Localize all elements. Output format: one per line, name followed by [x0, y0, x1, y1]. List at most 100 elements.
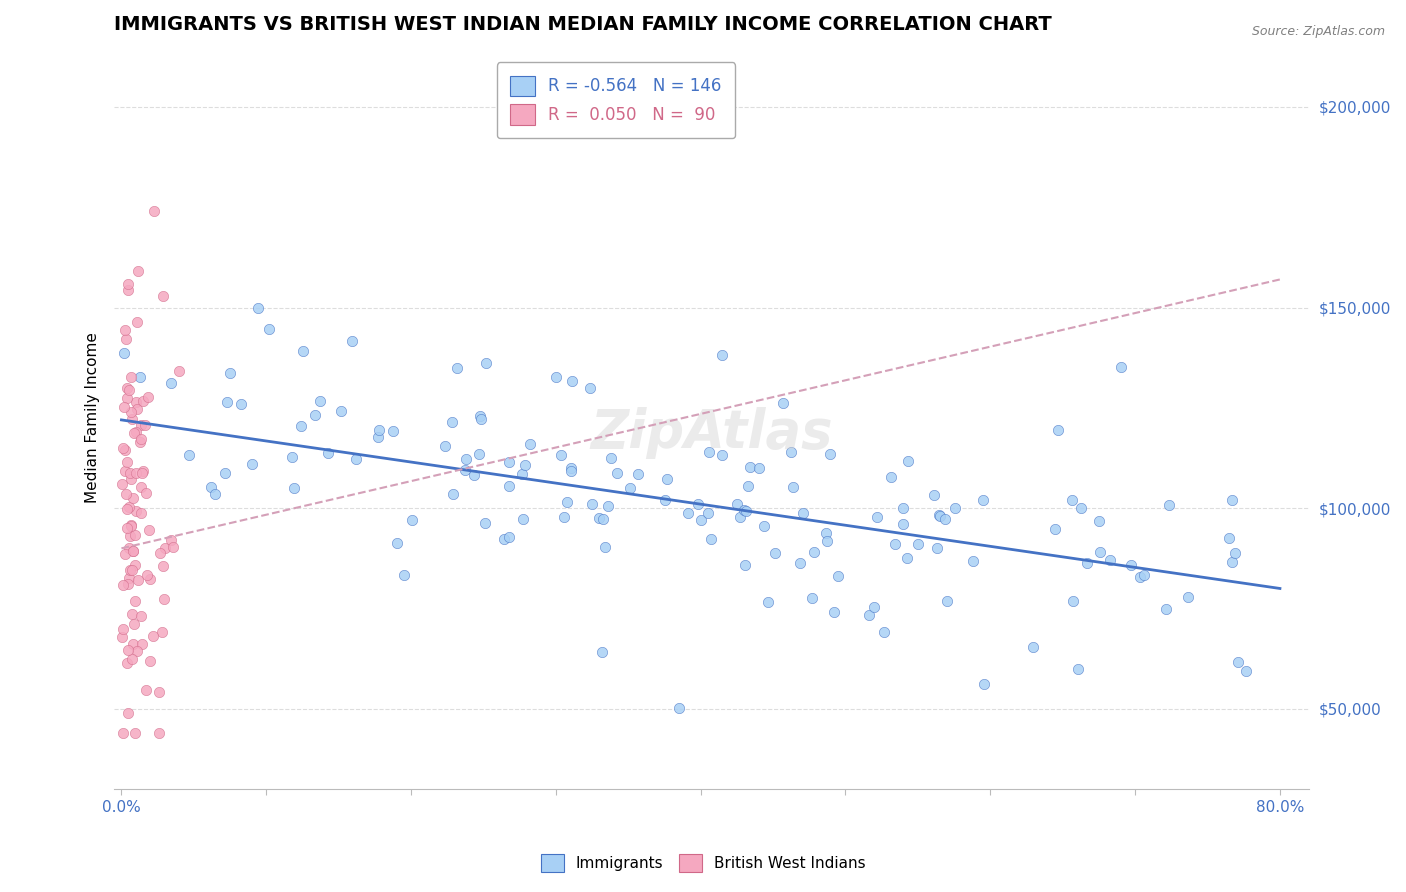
Point	[304, 408, 326, 422]
Point	[131, 464, 153, 478]
Point	[1223, 546, 1246, 560]
Point	[553, 509, 575, 524]
Point	[907, 537, 929, 551]
Point	[125, 467, 148, 481]
Point	[592, 511, 614, 525]
Point	[117, 706, 139, 721]
Point	[725, 497, 748, 511]
Point	[884, 537, 907, 551]
Point	[1226, 655, 1249, 669]
Point	[118, 563, 141, 577]
Point	[891, 500, 914, 515]
Legend: Immigrants, British West Indians: Immigrants, British West Indians	[533, 846, 873, 880]
Point	[446, 361, 468, 376]
Point	[124, 527, 146, 541]
Point	[127, 401, 149, 416]
Point	[591, 644, 613, 658]
Point	[135, 683, 157, 698]
Point	[510, 467, 533, 482]
Point	[1076, 556, 1098, 570]
Point	[142, 629, 165, 643]
Point	[512, 512, 534, 526]
Point	[125, 504, 148, 518]
Point	[292, 344, 315, 359]
Point	[454, 463, 477, 477]
Point	[1070, 500, 1092, 515]
Point	[440, 415, 463, 429]
Point	[394, 568, 416, 582]
Point	[117, 572, 139, 586]
Point	[598, 500, 620, 514]
Point	[1159, 498, 1181, 512]
Point	[159, 376, 181, 390]
Point	[1119, 558, 1142, 573]
Point	[111, 622, 134, 636]
Point	[120, 518, 142, 533]
Point	[117, 455, 139, 469]
Point	[818, 447, 841, 461]
Point	[129, 432, 152, 446]
Point	[1177, 590, 1199, 604]
Point	[474, 516, 496, 531]
Point	[139, 572, 162, 586]
Point	[162, 540, 184, 554]
Point	[782, 480, 804, 494]
Point	[772, 396, 794, 410]
Point	[131, 637, 153, 651]
Point	[588, 511, 610, 525]
Point	[167, 364, 190, 378]
Point	[131, 393, 153, 408]
Point	[936, 593, 959, 607]
Point	[962, 554, 984, 568]
Point	[125, 425, 148, 439]
Point	[120, 518, 142, 533]
Point	[697, 445, 720, 459]
Point	[441, 487, 464, 501]
Point	[117, 277, 139, 292]
Point	[1062, 493, 1084, 508]
Point	[555, 495, 578, 509]
Point	[498, 478, 520, 492]
Point	[152, 559, 174, 574]
Point	[344, 452, 367, 467]
Point	[128, 369, 150, 384]
Point	[121, 411, 143, 425]
Point	[124, 594, 146, 608]
Point	[117, 383, 139, 397]
Point	[922, 487, 945, 501]
Point	[136, 568, 159, 582]
Point	[780, 445, 803, 459]
Point	[215, 395, 238, 409]
Point	[668, 701, 690, 715]
Point	[122, 637, 145, 651]
Point	[654, 493, 676, 508]
Point	[710, 348, 733, 362]
Point	[118, 528, 141, 542]
Point	[1088, 545, 1111, 559]
Point	[114, 547, 136, 561]
Point	[655, 472, 678, 486]
Point	[367, 430, 389, 444]
Point	[928, 508, 950, 523]
Point	[127, 264, 149, 278]
Point	[124, 558, 146, 572]
Point	[115, 487, 138, 501]
Point	[118, 541, 141, 555]
Point	[229, 397, 252, 411]
Point	[581, 497, 603, 511]
Point	[283, 482, 305, 496]
Point	[148, 726, 170, 740]
Text: Source: ZipAtlas.com: Source: ZipAtlas.com	[1251, 25, 1385, 38]
Point	[153, 592, 176, 607]
Point	[863, 599, 886, 614]
Point	[114, 346, 136, 360]
Point	[728, 510, 751, 524]
Point	[111, 630, 134, 644]
Point	[1133, 567, 1156, 582]
Point	[121, 607, 143, 621]
Point	[550, 448, 572, 462]
Point	[498, 530, 520, 544]
Point	[827, 569, 849, 583]
Point	[121, 491, 143, 506]
Point	[748, 461, 770, 475]
